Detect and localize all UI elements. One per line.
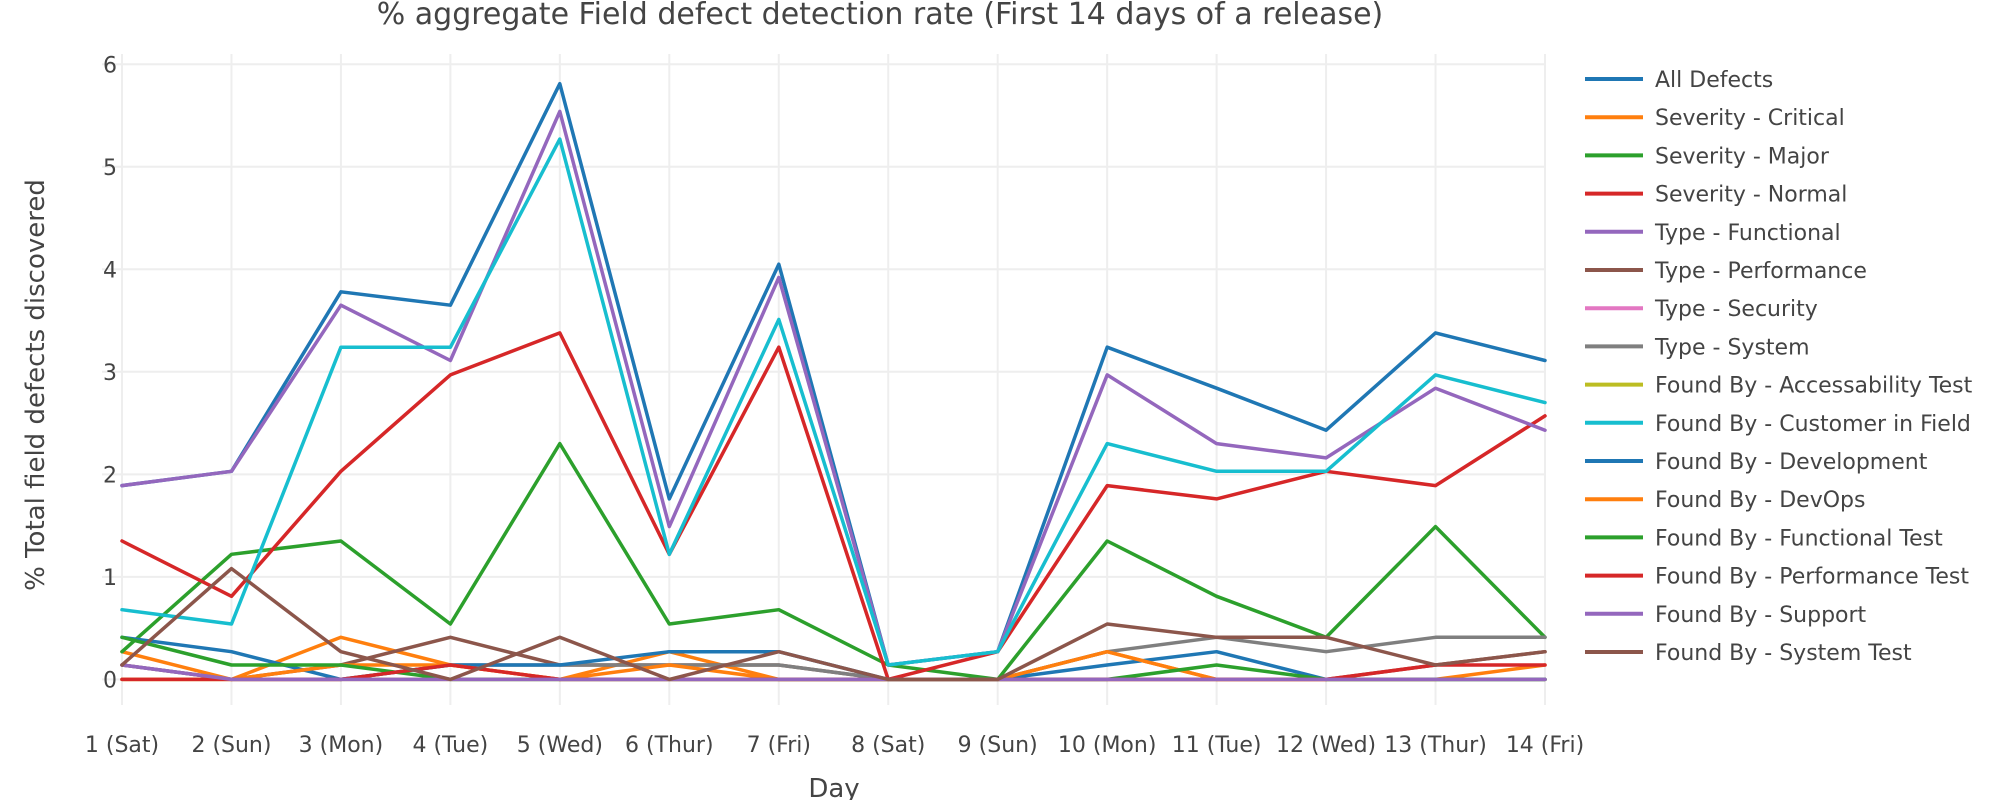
x-tick-label: 4 (Tue) — [413, 733, 489, 758]
legend-label: Severity - Normal — [1655, 183, 1847, 208]
x-tick-label: 5 (Wed) — [517, 733, 603, 758]
grid — [102, 54, 1546, 705]
legend-label: Found By - DevOps — [1655, 488, 1865, 513]
x-tick-label: 14 (Fri) — [1506, 733, 1584, 758]
legend-item[interactable]: Severity - Normal — [1585, 183, 1847, 208]
series-line — [120, 109, 1547, 667]
y-tick-label: 0 — [103, 668, 117, 693]
x-tick-label: 3 (Mon) — [299, 733, 384, 758]
legend-label: Found By - Performance Test — [1655, 565, 1969, 590]
legend-item[interactable]: Type - Security — [1585, 297, 1818, 322]
y-tick-label: 4 — [103, 258, 117, 283]
x-tick-label: 12 (Wed) — [1276, 733, 1376, 758]
x-tick-label: 8 (Sat) — [851, 733, 925, 758]
legend-item[interactable]: Found By - Development — [1585, 450, 1928, 475]
legend-item[interactable]: Found By - Functional Test — [1585, 526, 1943, 551]
x-tick-label: 10 (Mon) — [1058, 733, 1157, 758]
x-axis-ticks: 1 (Sat) 2 (Sun) 3 (Mon) 4 (Tue) 5 (Wed) 6 (Th… — [85, 733, 1584, 758]
series-lines — [120, 81, 1547, 682]
legend-item[interactable]: Type - Functional — [1585, 221, 1841, 246]
legend-item[interactable]: Found By - System Test — [1585, 641, 1912, 666]
y-tick-label: 2 — [103, 463, 117, 488]
y-tick-label: 1 — [103, 566, 117, 591]
legend-item[interactable]: Severity - Major — [1585, 144, 1830, 169]
legend-item[interactable]: Found By - DevOps — [1585, 488, 1865, 513]
y-axis-ticks: 0 1 2 3 4 5 6 — [103, 53, 117, 693]
x-tick-label: 2 (Sun) — [191, 733, 271, 758]
y-axis-title: % Total field defects discovered — [21, 179, 51, 591]
legend-item[interactable]: Type - Performance — [1585, 259, 1867, 284]
series-line — [120, 441, 1547, 682]
y-tick-label: 3 — [103, 361, 117, 386]
x-tick-label: 13 (Thur) — [1384, 733, 1487, 758]
legend-label: All Defects — [1655, 68, 1773, 93]
x-tick-label: 6 (Thur) — [625, 733, 714, 758]
legend-item[interactable]: Found By - Performance Test — [1585, 565, 1969, 590]
legend-label: Type - Functional — [1654, 221, 1841, 246]
legend-label: Severity - Critical — [1655, 106, 1845, 131]
legend-label: Found By - Functional Test — [1655, 526, 1943, 551]
legend-label: Found By - System Test — [1655, 641, 1912, 666]
legend[interactable]: All Defects Severity - Critical Severity -… — [1585, 68, 1973, 666]
legend-item[interactable]: Type - System — [1585, 335, 1810, 360]
series-line — [120, 635, 1547, 682]
series-line — [120, 137, 1547, 667]
legend-label: Severity - Major — [1655, 144, 1830, 169]
legend-label: Found By - Development — [1655, 450, 1928, 475]
x-tick-label: 11 (Tue) — [1172, 733, 1262, 758]
x-tick-label: 1 (Sat) — [85, 733, 159, 758]
x-tick-label: 9 (Sun) — [958, 733, 1038, 758]
legend-item[interactable]: Found By - Support — [1585, 603, 1867, 628]
y-tick-label: 6 — [103, 53, 117, 78]
legend-label: Type - Security — [1654, 297, 1818, 322]
chart-title: % aggregate Field defect detection rate … — [377, 0, 1384, 32]
legend-label: Type - Performance — [1654, 259, 1867, 284]
legend-item[interactable]: All Defects — [1585, 68, 1773, 93]
series-line — [120, 81, 1547, 667]
legend-label: Found By - Accessability Test — [1655, 374, 1973, 399]
y-tick-label: 5 — [103, 156, 117, 181]
series-line — [120, 663, 1547, 682]
legend-label: Type - System — [1654, 335, 1810, 360]
series-line — [120, 566, 1547, 682]
legend-label: Found By - Customer in Field — [1655, 412, 1971, 437]
legend-label: Found By - Support — [1655, 603, 1867, 628]
x-tick-label: 7 (Fri) — [747, 733, 811, 758]
legend-item[interactable]: Found By - Accessability Test — [1585, 374, 1973, 399]
x-axis-title: Day — [808, 774, 859, 800]
legend-item[interactable]: Severity - Critical — [1585, 106, 1845, 131]
series-line — [120, 331, 1547, 682]
legend-item[interactable]: Found By - Customer in Field — [1585, 412, 1971, 437]
